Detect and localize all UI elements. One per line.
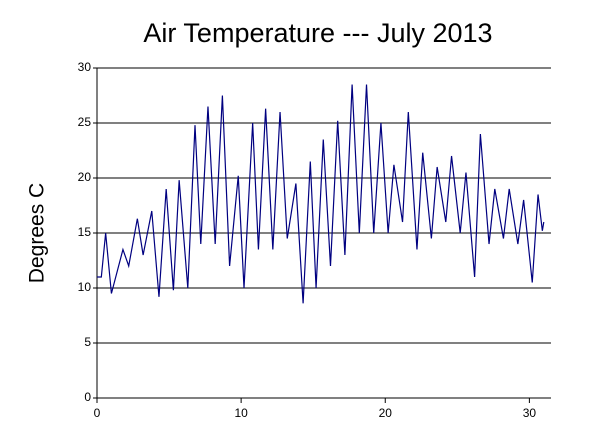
y-tick-label: 10 xyxy=(78,280,92,294)
y-axis-label: Degrees C xyxy=(26,183,49,283)
x-tick-label: 20 xyxy=(379,406,393,420)
x-tick-label: 30 xyxy=(523,406,537,420)
chart-title: Air Temperature --- July 2013 xyxy=(143,18,492,48)
y-tick-label: 25 xyxy=(78,115,92,129)
x-tick-label: 0 xyxy=(94,406,101,420)
data-line xyxy=(97,84,545,304)
y-tick-label: 20 xyxy=(78,170,92,184)
y-tick-label: 30 xyxy=(78,60,92,74)
y-tick-label: 5 xyxy=(84,335,91,349)
y-tick-label: 15 xyxy=(78,225,92,239)
x-tick-label: 10 xyxy=(234,406,248,420)
y-tick-label: 0 xyxy=(84,390,91,404)
